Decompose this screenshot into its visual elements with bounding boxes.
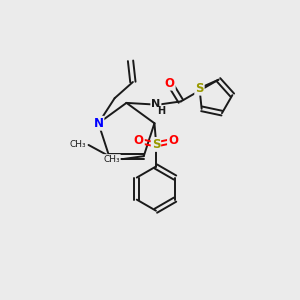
Text: O: O: [165, 77, 175, 90]
Text: S: S: [195, 82, 204, 95]
Text: N: N: [93, 117, 103, 130]
Text: O: O: [168, 134, 178, 147]
Text: N: N: [151, 99, 160, 110]
Text: CH₃: CH₃: [103, 154, 120, 164]
Text: S: S: [152, 138, 160, 151]
Text: H: H: [157, 106, 165, 116]
Text: CH₃: CH₃: [70, 140, 86, 149]
Text: O: O: [134, 134, 144, 147]
